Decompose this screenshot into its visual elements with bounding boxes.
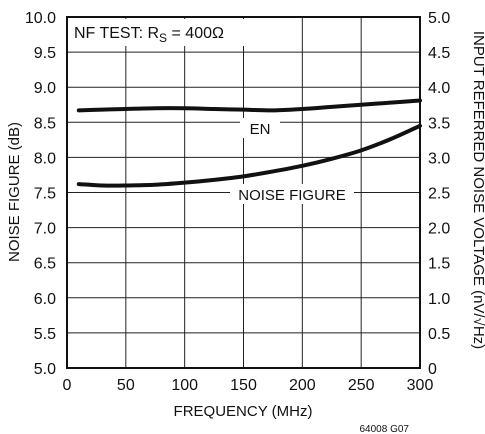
x-tick-label: 0 xyxy=(63,377,72,394)
test-condition-box-bg xyxy=(69,19,247,46)
figure-code: 64008 G07 xyxy=(360,424,410,434)
y-left-tick-label: 5.0 xyxy=(34,361,56,378)
y-right-tick-label: 2.0 xyxy=(428,221,450,238)
y-left-tick-label: 9.5 xyxy=(34,45,56,62)
en-curve xyxy=(76,98,422,113)
noise-figure-curve-label: NOISE FIGURE xyxy=(238,187,346,204)
x-tick-label: 150 xyxy=(230,377,257,394)
tick-labels: 0 50 100 150 200 250 300 5.0 0 5.5 0.5 6.0 1.0 6.5 1.5… xyxy=(25,10,450,394)
x-tick-label: 200 xyxy=(289,377,316,394)
x-tick-label: 100 xyxy=(171,377,198,394)
noise-figure-curve xyxy=(76,123,422,188)
y-left-tick-label: 9.0 xyxy=(34,80,56,97)
y-left-tick-label: 8.5 xyxy=(34,115,56,132)
y-right-tick-label: 2.5 xyxy=(428,186,450,203)
noise-figure-label-bg xyxy=(230,184,354,204)
plot-frame xyxy=(66,16,421,369)
test-condition-suffix: = 400Ω xyxy=(167,25,224,42)
x-axis-title: FREQUENCY (MHz) xyxy=(174,403,313,420)
y-axis-left-title: NOISE FIGURE (dB) xyxy=(6,122,23,262)
x-tick-label: 250 xyxy=(348,377,375,394)
plot-border xyxy=(66,16,421,369)
x-tick-label: 50 xyxy=(117,377,135,394)
y-right-tick-label: 1.5 xyxy=(428,256,450,273)
y-left-tick-label: 10.0 xyxy=(25,10,56,27)
y-left-tick-label: 7.5 xyxy=(34,186,56,203)
y-right-tick-label: 4.0 xyxy=(428,80,450,97)
y-right-tick-label: 0 xyxy=(428,361,437,378)
y-left-tick-label: 7.0 xyxy=(34,221,56,238)
y-right-tick-label: 3.5 xyxy=(428,115,450,132)
test-condition-box: NF TEST: RS = 400Ω xyxy=(69,19,247,46)
y-axis-right-title: INPUT REFERRED NOISE VOLTAGE (nV/√Hz) xyxy=(470,31,485,349)
en-label-bg xyxy=(240,118,280,138)
grid xyxy=(67,17,420,368)
y-right-tick-label: 1.0 xyxy=(428,291,450,308)
y-left-tick-label: 6.0 xyxy=(34,291,56,308)
test-condition-prefix: NF TEST: R xyxy=(74,25,159,42)
test-condition-label: NF TEST: RS = 400Ω xyxy=(74,25,224,45)
y-left-tick-label: 6.5 xyxy=(34,256,56,273)
y-right-tick-label: 0.5 xyxy=(428,326,450,343)
series-layer xyxy=(76,98,422,188)
y-right-tick-label: 3.0 xyxy=(428,150,450,167)
y-left-tick-label: 8.0 xyxy=(34,150,56,167)
x-tick-label: 300 xyxy=(407,377,434,394)
y-right-tick-label: 4.5 xyxy=(428,45,450,62)
en-curve-label: EN xyxy=(250,121,271,138)
y-right-tick-label: 5.0 xyxy=(428,10,450,27)
y-left-tick-label: 5.5 xyxy=(34,326,56,343)
test-condition-subscript: S xyxy=(159,31,167,45)
